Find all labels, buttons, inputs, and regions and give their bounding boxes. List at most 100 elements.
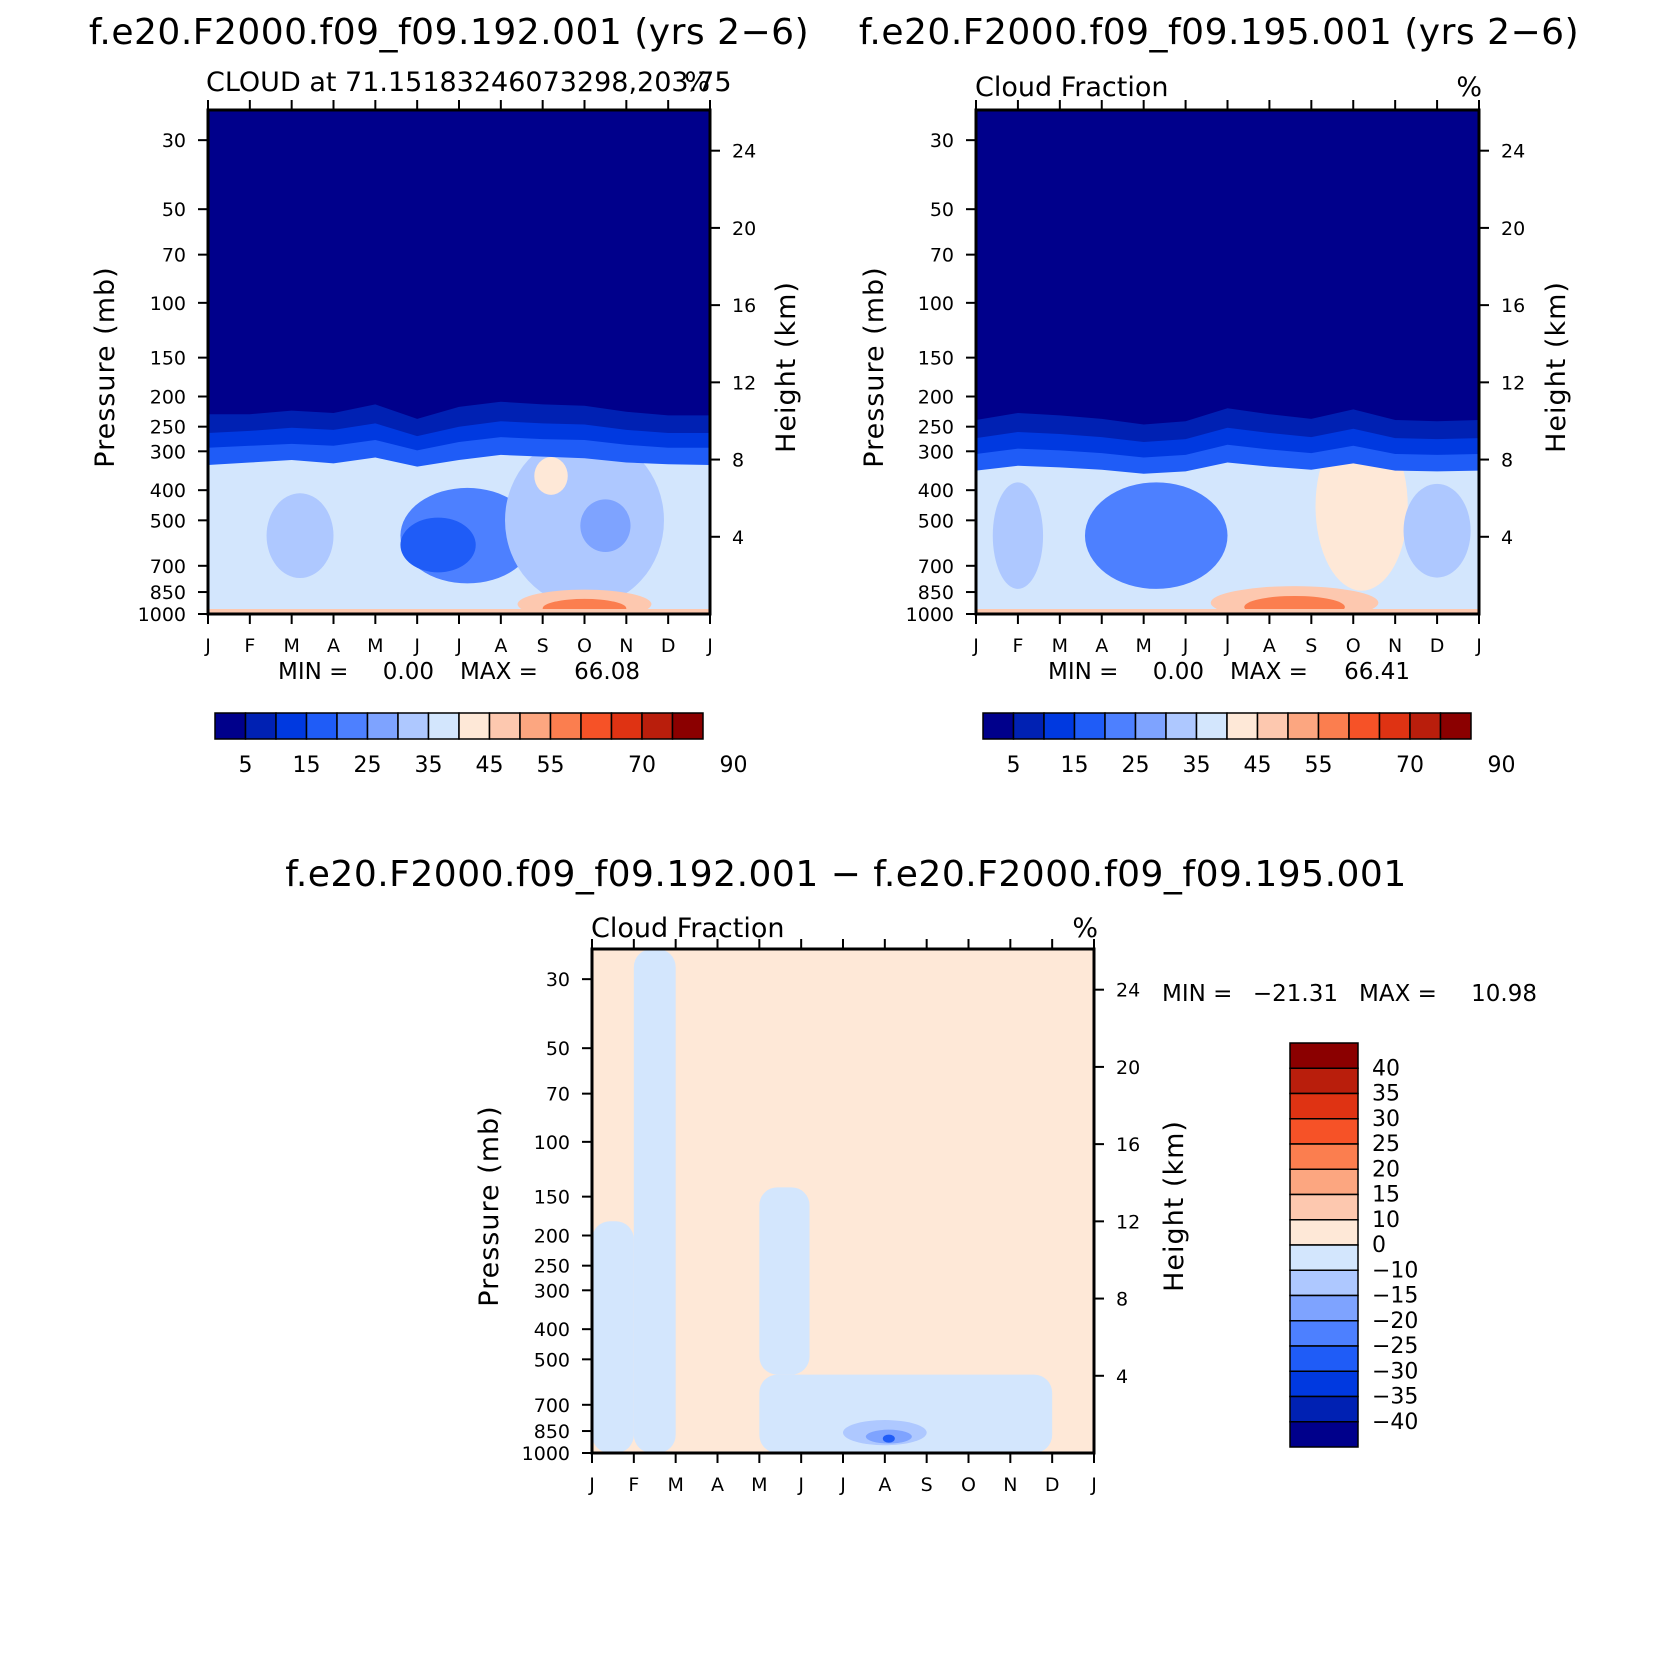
panel-diff-xtick-label: M — [751, 1474, 767, 1496]
panel-a-colorbar-swatch — [214, 712, 247, 740]
panel-diff-ytick-label: 1000 — [522, 1443, 570, 1465]
panel-a-main-title: f.e20.F2000.f09_f09.192.001 (yrs 2−6) — [89, 12, 809, 53]
panel-b-ytick-label: 1000 — [906, 604, 954, 626]
panel-a-ytick-label: 30 — [162, 130, 186, 152]
panel-a-colorbar-swatch — [519, 712, 552, 740]
diff-y-axis-label: Pressure (mb) — [474, 1105, 505, 1306]
panel-diff-colorbar-swatch — [1289, 1370, 1359, 1398]
panel-a-colorbar-label: 15 — [293, 753, 321, 778]
panel-diff-colorbar-swatch — [1289, 1294, 1359, 1322]
panel-b-max-label: MAX = — [1230, 659, 1308, 685]
panel-a-xtick-label: M — [367, 635, 383, 657]
panel-b-xtick-label: O — [1346, 635, 1361, 657]
panel-b-colorbar-swatch — [1439, 712, 1472, 740]
panel-a-colorbar-swatch — [366, 712, 399, 740]
panel-diff-colorbar-label: −40 — [1372, 1410, 1418, 1435]
panel-b-colorbar-swatch — [982, 712, 1015, 740]
panel-b-colorbar-swatch — [1165, 712, 1198, 740]
panel-b-ytick-label: 70 — [930, 245, 954, 267]
panel-a-xtick-label: J — [204, 635, 211, 657]
panel-a-colorbar-swatch — [580, 712, 613, 740]
panel-diff-ytick-right-label: 16 — [1116, 1134, 1140, 1156]
panel-diff-colorbar-label: −25 — [1372, 1334, 1418, 1359]
panel-a-colorbar-label: 45 — [476, 753, 504, 778]
panel-a-band-5 — [208, 110, 710, 419]
panel-a-ytick-right-label: 16 — [732, 295, 756, 317]
panel-a-colorbar-label: 35 — [415, 753, 443, 778]
panel-a-colorbar-swatch — [610, 712, 643, 740]
panel-b-colorbar-swatch — [1317, 712, 1350, 740]
panel-b-ytick-label: 850 — [918, 582, 954, 604]
panel-a-xtick-label: O — [577, 635, 592, 657]
panel-b-colorbar-swatch — [1226, 712, 1259, 740]
panel-diff-ytick-label: 150 — [534, 1187, 570, 1209]
panel-b-ytick-right-label: 8 — [1501, 450, 1513, 472]
panel-diff-colorbar-label: −20 — [1372, 1309, 1418, 1334]
panel-a-min-value: 0.00 — [383, 659, 434, 685]
panel-diff-xtick-label: J — [588, 1474, 595, 1496]
panel-diff-ytick-right-label: 20 — [1116, 1057, 1140, 1079]
panel-diff-ytick-label: 500 — [534, 1349, 570, 1371]
panel-a-xtick-label: D — [661, 635, 676, 657]
panel-a-cloud-region-5 — [580, 499, 631, 552]
panel-diff-colorbar-swatch — [1289, 1421, 1359, 1448]
panel-diff-xtick-label: J — [797, 1474, 804, 1496]
panel-diff-ytick-label: 250 — [534, 1256, 570, 1278]
panel-b-cloud-region-0 — [992, 482, 1044, 589]
panel-b-colorbar-swatch — [1348, 712, 1381, 740]
panel-diff-ytick-label: 300 — [534, 1280, 570, 1302]
panel-a-xtick-label: S — [537, 635, 549, 657]
panel-b-cloud-region-3 — [1403, 483, 1471, 578]
panel-a-colorbar-label: 25 — [354, 753, 382, 778]
panel-a: f.e20.F2000.f09_f09.192.001 (yrs 2−6) CL… — [89, 12, 809, 778]
panel-a-xtick-label: J — [413, 635, 420, 657]
panel-b-colorbar: 5 15 25 35 45 55 70 90 — [982, 712, 1516, 778]
panel-a-colorbar-label: 5 — [239, 753, 253, 778]
panel-b-ytick-right-label: 24 — [1501, 141, 1525, 163]
panel-a-ytick-label: 300 — [150, 441, 186, 463]
panel-b-ytick-label: 500 — [918, 510, 954, 532]
panel-diff-xtick-label: M — [667, 1474, 683, 1496]
panel-a-ytick-right-label: 8 — [732, 450, 744, 472]
panel-diff-colorbar-label: −10 — [1372, 1258, 1418, 1283]
panel-diff-ytick-label: 700 — [534, 1395, 570, 1417]
panel-b-ytick-label: 400 — [918, 480, 954, 502]
panel-b-max-value: 66.41 — [1344, 659, 1410, 685]
panel-b-xtick-label: A — [1263, 635, 1276, 657]
diff-max-label: MAX = — [1359, 981, 1437, 1007]
panel-b-ytick-right-label: 4 — [1501, 527, 1513, 549]
panel-diff-ytick-right-label: 4 — [1116, 1366, 1128, 1388]
diff-negative-region-1 — [592, 1221, 634, 1453]
panel-a-colorbar-label: 90 — [720, 753, 748, 778]
panel-diff-colorbar-swatch — [1289, 1395, 1359, 1423]
panel-diff-colorbar-swatch — [1289, 1345, 1359, 1372]
panel-a-subtitle-left: CLOUD at 71.15183246073298,203.75 — [206, 67, 732, 98]
panel-diff-ytick-right-label: 8 — [1116, 1289, 1128, 1311]
panel-a-colorbar-swatch — [275, 712, 308, 740]
panel-diff-ytick-right-label: 24 — [1116, 980, 1140, 1002]
panel-diff-xtick-label: O — [961, 1474, 976, 1496]
diff-negative-region-2 — [759, 1374, 1053, 1453]
panel-b-main-title: f.e20.F2000.f09_f09.195.001 (yrs 2−6) — [859, 12, 1579, 53]
panel-b-xtick-label: M — [1052, 635, 1068, 657]
panel-diff-colorbar-swatch — [1289, 1092, 1359, 1120]
panel-b-colorbar-label: 90 — [1488, 753, 1516, 778]
panel-b-ytick-right-label: 20 — [1501, 218, 1525, 240]
panel-b-ytick-label: 700 — [918, 556, 954, 578]
panel-a-max-label: MAX = — [460, 659, 538, 685]
panel-a-ytick-label: 400 — [150, 480, 186, 502]
panel-diff-colorbar-swatch — [1289, 1168, 1359, 1196]
panel-diff-xtick-label: A — [878, 1474, 891, 1496]
panel-b-xtick-label: J — [1475, 635, 1482, 657]
panel-b-band-5 — [976, 110, 1479, 425]
panel-a-ytick-right-label: 12 — [732, 372, 756, 394]
panel-a-ytick-label: 1000 — [138, 604, 186, 626]
panel-diff-colorbar-swatch — [1289, 1219, 1359, 1246]
panel-diff-xtick-label: S — [921, 1474, 933, 1496]
panel-diff-colorbar-label: 15 — [1372, 1183, 1400, 1208]
panel-b-field — [976, 110, 1479, 614]
panel-a-ytick-label: 150 — [150, 348, 186, 370]
panel-a-ytick-label: 700 — [150, 556, 186, 578]
diff-background-positive — [592, 949, 1094, 1453]
panel-a-ytick-right-label: 24 — [732, 141, 756, 163]
